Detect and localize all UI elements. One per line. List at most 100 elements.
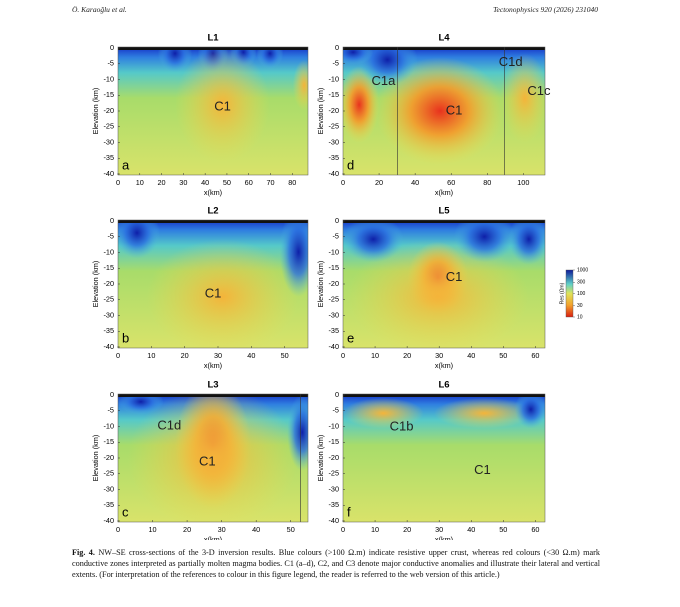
x-tick-label: 50 — [499, 525, 507, 534]
panel-title: L5 — [438, 206, 450, 217]
panel-title: L6 — [438, 380, 449, 391]
y-tick-label: -40 — [328, 342, 339, 351]
anomaly — [343, 47, 374, 65]
annotation: C1 — [199, 453, 216, 468]
annotation: C1 — [446, 269, 463, 284]
x-tick-label: 10 — [371, 351, 379, 360]
caption: Fig. 4. NW–SE cross-sections of the 3-D … — [72, 547, 600, 580]
y-tick-label: -20 — [103, 279, 114, 288]
colorbar — [565, 269, 574, 318]
annotation: C1c — [527, 83, 551, 98]
figure: L1 0 10 20 30 40 50 60 70 80 x(km) 0 -5 -10 -15 -20 -25 -… — [91, 33, 588, 540]
annotation: C1d — [499, 54, 523, 69]
panel-title: L1 — [207, 33, 219, 44]
annotation: C1 — [446, 102, 463, 117]
y-tick-label: -40 — [328, 516, 339, 525]
topography — [343, 47, 545, 50]
colorbar-tick-label: 1000 — [577, 267, 588, 273]
anomaly — [508, 220, 545, 265]
y-tick-label: -15 — [103, 437, 114, 446]
header-author: Ö. Karaoğlu et al. — [72, 5, 127, 14]
y-tick-label: -20 — [328, 106, 339, 115]
topography — [118, 47, 308, 50]
y-tick-label: -5 — [108, 406, 115, 415]
annotation: C1b — [390, 419, 414, 434]
topography — [343, 394, 545, 397]
y-tick-label: -25 — [328, 122, 339, 131]
x-axis-label: x(km) — [435, 535, 453, 540]
x-tick-label: 60 — [531, 351, 539, 360]
anomaly — [292, 59, 308, 111]
panel-title: L3 — [207, 380, 218, 391]
x-tick-label: 20 — [181, 351, 189, 360]
anomaly — [146, 239, 299, 348]
x-tick-label: 0 — [341, 351, 345, 360]
anomaly — [118, 220, 160, 259]
anomaly — [500, 53, 545, 143]
x-tick-label: 50 — [287, 525, 295, 534]
x-tick-label: 30 — [179, 178, 187, 187]
section-image — [118, 47, 308, 175]
y-tick-label: 0 — [335, 43, 339, 52]
section-image — [118, 220, 308, 348]
panel-letter: b — [122, 330, 129, 345]
anomaly — [279, 220, 308, 297]
panel-letter: f — [347, 504, 351, 519]
x-tick-label: 30 — [218, 525, 226, 534]
x-tick-label: 40 — [411, 178, 419, 187]
y-axis-label: Elevation (km) — [91, 435, 100, 482]
x-tick-label: 40 — [252, 525, 260, 534]
header-journal: Tectonophysics 920 (2026) 231040 — [493, 5, 598, 14]
panel-letter: c — [122, 504, 129, 519]
y-tick-label: 0 — [335, 390, 339, 399]
y-tick-label: -15 — [103, 90, 114, 99]
y-tick-label: 0 — [110, 216, 114, 225]
y-tick-label: -30 — [328, 137, 339, 146]
x-tick-label: 20 — [375, 178, 383, 187]
y-tick-label: -15 — [328, 90, 339, 99]
y-tick-label: 0 — [110, 390, 114, 399]
anomaly — [375, 57, 505, 165]
x-tick-label: 80 — [288, 178, 296, 187]
y-tick-label: -35 — [328, 326, 339, 335]
anomaly — [343, 66, 380, 143]
colorbar-tick-label: 10 — [577, 314, 583, 320]
anomaly — [357, 47, 418, 86]
x-tick-label: 40 — [247, 351, 255, 360]
panel-letter: d — [347, 157, 354, 172]
x-tick-label: 10 — [371, 525, 379, 534]
y-tick-label: -25 — [328, 469, 339, 478]
y-tick-label: -20 — [103, 106, 114, 115]
x-tick-label: 20 — [403, 525, 411, 534]
caption-label: Fig. 4. — [72, 548, 95, 557]
y-tick-label: -20 — [328, 279, 339, 288]
x-tick-label: 40 — [201, 178, 209, 187]
annotation: C1 — [205, 286, 222, 301]
x-tick-label: 100 — [517, 178, 529, 187]
colorbar-tick-label: 300 — [577, 280, 586, 286]
panel-title: L4 — [438, 33, 450, 44]
y-tick-label: 0 — [335, 216, 339, 225]
section-image — [343, 220, 545, 348]
x-axis-label: x(km) — [435, 188, 453, 197]
anomaly — [343, 397, 424, 429]
y-tick-label: -25 — [328, 295, 339, 304]
y-tick-label: -35 — [328, 500, 339, 509]
section-image — [118, 394, 308, 522]
y-tick-label: -10 — [103, 421, 114, 430]
y-tick-label: -10 — [103, 247, 114, 256]
y-tick-label: -30 — [103, 137, 114, 146]
y-tick-label: -40 — [103, 516, 114, 525]
anomaly — [454, 220, 515, 263]
x-tick-label: 0 — [116, 351, 120, 360]
x-tick-label: 40 — [467, 525, 475, 534]
y-tick-label: -5 — [333, 406, 340, 415]
y-tick-label: -5 — [108, 59, 115, 68]
x-tick-label: 10 — [136, 178, 144, 187]
annotation: C1 — [474, 462, 491, 477]
y-axis-label: Elevation (km) — [91, 261, 100, 308]
y-tick-label: 0 — [110, 43, 114, 52]
y-tick-label: -10 — [328, 421, 339, 430]
y-tick-label: -40 — [103, 169, 114, 178]
